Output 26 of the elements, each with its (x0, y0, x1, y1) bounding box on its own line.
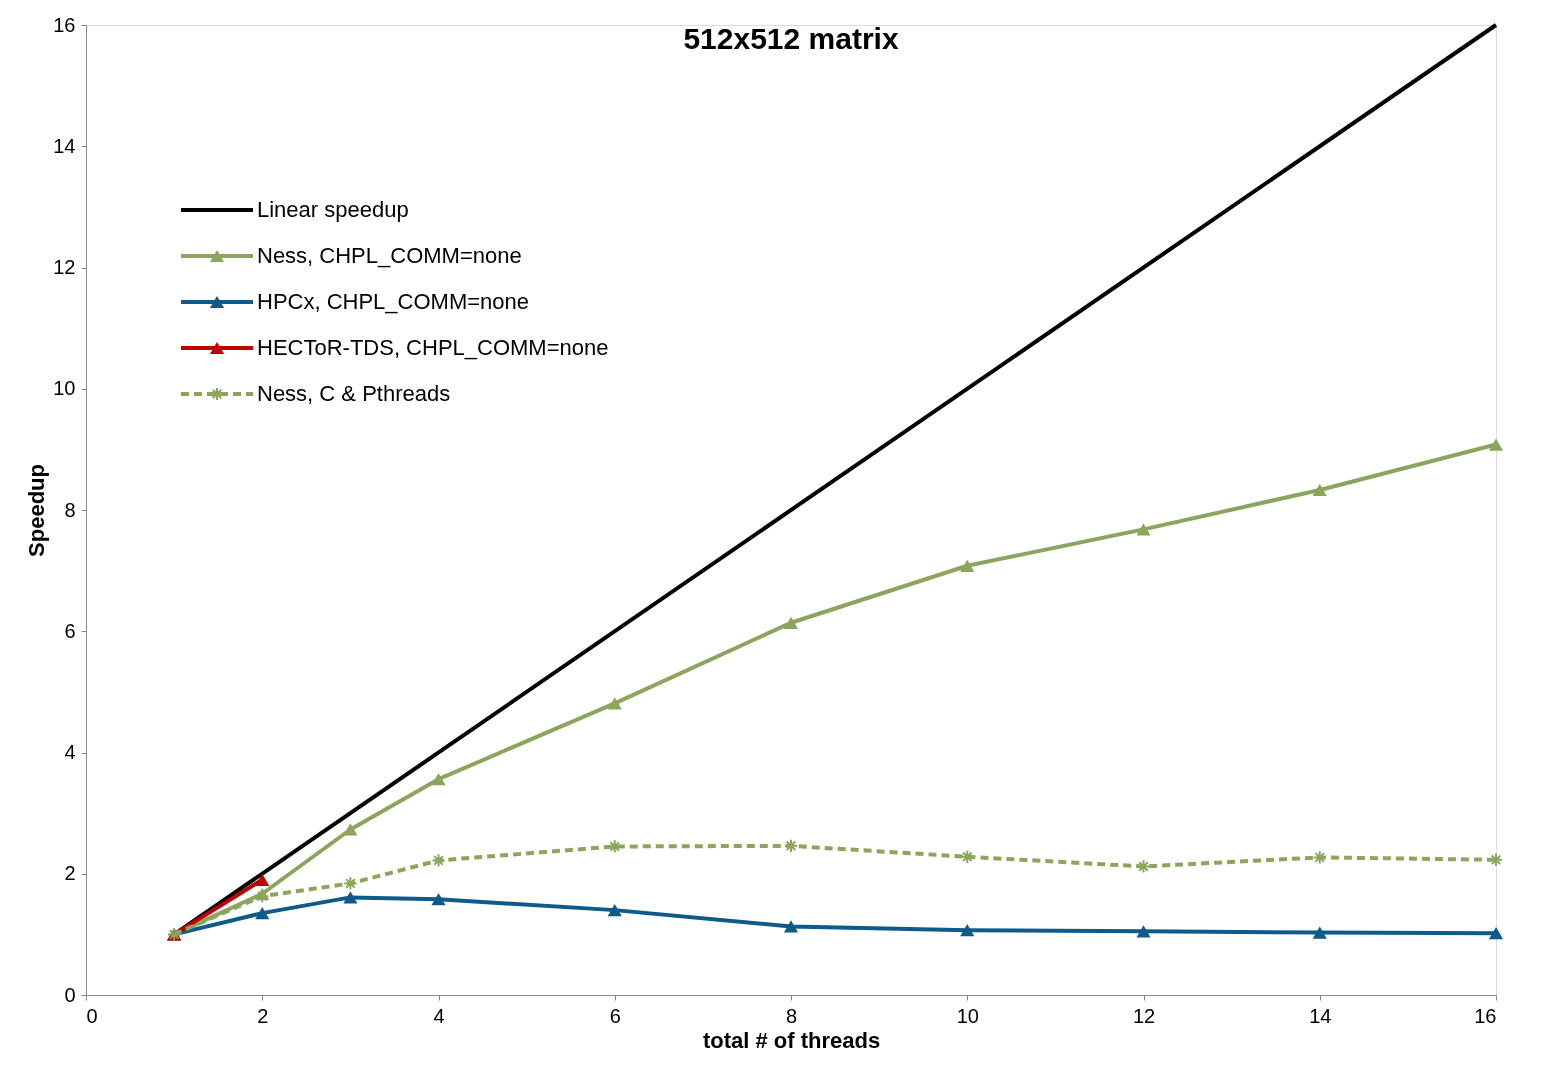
x-tick-label: 4 (433, 1004, 445, 1027)
y-tick-label: 12 (53, 256, 76, 278)
y-tick-label: 4 (64, 741, 76, 763)
legend-label: HECToR-TDS, CHPL_COMM=none (257, 335, 609, 360)
y-tick-label: 14 (53, 134, 76, 157)
x-axis-title: total # of threads (702, 1027, 881, 1053)
legend-label: Linear speedup (257, 197, 409, 222)
legend-label: HPCx, CHPL_COMM=none (257, 289, 530, 314)
chart-title: 512x512 matrix (683, 22, 899, 55)
legend-label: Ness, CHPL_COMM=none (257, 243, 522, 268)
y-tick-label: 16 (53, 13, 76, 36)
x-tick-label: 14 (1309, 1004, 1332, 1027)
y-tick-label: 10 (53, 377, 76, 400)
y-axis-title: Speedup (24, 464, 50, 557)
x-tick-label: 12 (1132, 1004, 1156, 1027)
x-tick-label: 8 (785, 1004, 798, 1027)
x-tick-label: 10 (956, 1004, 979, 1027)
legend-label: Ness, C & Pthreads (257, 381, 451, 406)
x-tick-label: 16 (1474, 1004, 1497, 1027)
y-tick-label: 0 (64, 983, 76, 1006)
x-tick-label: 0 (86, 1004, 98, 1027)
x-tick-label: 2 (257, 1004, 269, 1027)
y-tick-label: 2 (64, 862, 76, 885)
x-tick-label: 6 (609, 1004, 621, 1027)
y-tick-label: 8 (64, 498, 76, 521)
y-tick-label: 6 (64, 619, 76, 642)
